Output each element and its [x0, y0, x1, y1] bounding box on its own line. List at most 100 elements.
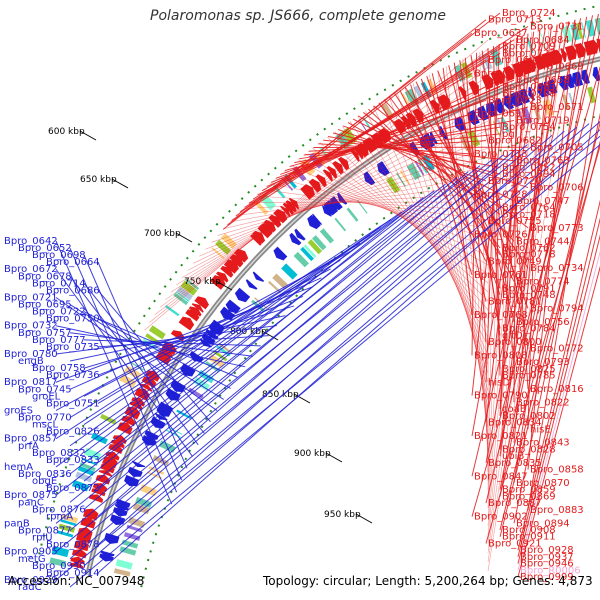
density-connector-line	[396, 91, 489, 383]
density-connector-line	[283, 171, 489, 248]
label-connector-line	[69, 139, 541, 531]
accession-text: Accession: NC_007948	[8, 574, 145, 588]
gene-label: Bpro_0802	[502, 411, 556, 422]
scale-tick-label: 750 kbp	[184, 277, 221, 287]
density-connector-line	[479, 51, 489, 473]
label-connector-line	[471, 27, 546, 437]
reverse-gene-arrow	[571, 71, 584, 87]
density-connector-line	[217, 156, 489, 236]
gene-label: Bpro_0756	[516, 317, 570, 328]
gene-label: prfA	[18, 441, 39, 452]
forward-gene-arrow	[73, 540, 90, 552]
label-connector-line	[378, 102, 473, 235]
reverse-feature-block	[357, 200, 368, 214]
reverse-gene-arrow	[337, 192, 348, 205]
gene-label: Bpro_0794	[530, 303, 584, 314]
label-connector-line	[83, 121, 600, 567]
label-connector-line	[517, 234, 600, 564]
forward-gene-arrow	[194, 296, 210, 310]
label-connector-line	[69, 315, 286, 362]
reverse-feature-block	[334, 217, 347, 232]
reverse-feature-block	[303, 244, 317, 258]
label-connector-line	[55, 218, 392, 440]
label-connector-line	[471, 52, 478, 356]
gene-label: Bpro_0754	[502, 122, 556, 133]
gene-label: Bpro_0894	[516, 518, 570, 529]
forward-feature-block	[75, 471, 93, 483]
gene-label: Bpro_0747	[516, 196, 570, 207]
gene-label: Bpro_0828	[502, 444, 556, 455]
gene-label: Bpro_0694	[502, 169, 556, 180]
scale-tick-mark	[79, 130, 97, 141]
label-connector-line	[517, 199, 600, 551]
reverse-gene-arrow	[323, 199, 339, 216]
gene-label: mscL	[32, 420, 58, 431]
density-connector-line	[357, 115, 489, 338]
density-connector-line	[487, 35, 524, 518]
label-connector-line	[323, 139, 515, 162]
gene-label: Bpro_0858	[530, 465, 584, 476]
density-connector-line	[487, 29, 541, 536]
gene-label: Bpro_0825	[502, 364, 556, 375]
label-connector-line	[257, 66, 529, 196]
gene-label: Bpro_0701	[474, 68, 528, 79]
forward-gene-arrow	[429, 99, 440, 114]
label-connector-line	[337, 128, 487, 182]
gene-label: Bpro_0808	[474, 350, 528, 361]
density-connector-line	[349, 121, 489, 329]
gene-label: Bpro_0791	[502, 283, 556, 294]
gene-label: Bpro_0755	[488, 216, 542, 227]
forward-gene-arrow	[112, 435, 127, 445]
density-connector-line	[149, 48, 489, 323]
reverse-gene-arrow	[234, 287, 251, 303]
forward-gene-arrow	[308, 178, 322, 193]
reverse-feature-block	[311, 235, 327, 251]
gene-label: Bpro_0734	[530, 263, 584, 274]
forward-gene-arrow	[121, 416, 136, 427]
label-connector-line	[294, 119, 515, 164]
label-connector-line	[485, 43, 500, 383]
forward-gene-arrow	[160, 348, 173, 357]
density-connector-line	[312, 147, 489, 284]
label-connector-line	[471, 39, 512, 396]
gene-label: Bpro_0752	[502, 162, 556, 173]
forward-gene-arrow	[252, 230, 266, 244]
gene-label: obgE	[32, 476, 57, 487]
gene-label: engB	[18, 356, 44, 367]
gene-label: Bpro_0728	[474, 189, 528, 200]
gene-label: panC	[18, 497, 44, 508]
label-connector-line	[55, 325, 246, 368]
scale-tick-mark	[215, 280, 233, 291]
label-connector-line	[97, 261, 188, 469]
scale-tick-label: 900 kbp	[294, 449, 331, 459]
gene-label: Bpro_0836	[18, 469, 72, 480]
scale-tick-label: 800 kbp	[230, 327, 267, 337]
gene-label: Bpro_0714	[32, 278, 86, 289]
gene-label: Bpro_0757	[18, 328, 72, 339]
gene-label: Bpro_0719	[516, 115, 570, 126]
gene-label: Bpro_0637	[474, 28, 528, 39]
label-connector-line	[280, 99, 487, 175]
forward-gene-arrow	[117, 422, 133, 435]
density-connector-line	[305, 153, 489, 275]
gene-label: Bpro_0946	[520, 559, 574, 570]
label-connector-line	[431, 73, 487, 302]
forward-feature-block	[77, 465, 95, 476]
reverse-feature-block	[113, 568, 131, 577]
reverse-gene-arrow	[312, 213, 323, 225]
density-connector-line	[290, 165, 489, 257]
gene-label: Bpro_0732	[4, 321, 58, 332]
density-connector-line	[487, 24, 559, 554]
scale-tick-mark	[325, 452, 343, 463]
gene-label: Bpro_0671	[530, 102, 584, 113]
forward-gene-arrow	[191, 303, 204, 313]
label-connector-line	[481, 50, 515, 363]
gene-label: panB	[4, 518, 30, 529]
density-connector-line	[487, 21, 568, 563]
forward-feature-block	[51, 545, 70, 558]
gene-label: Bpro_0883	[530, 505, 584, 516]
forward-gene-arrow	[288, 197, 300, 210]
gene-label: rpmA	[46, 511, 73, 522]
forward-feature-block	[81, 457, 98, 466]
